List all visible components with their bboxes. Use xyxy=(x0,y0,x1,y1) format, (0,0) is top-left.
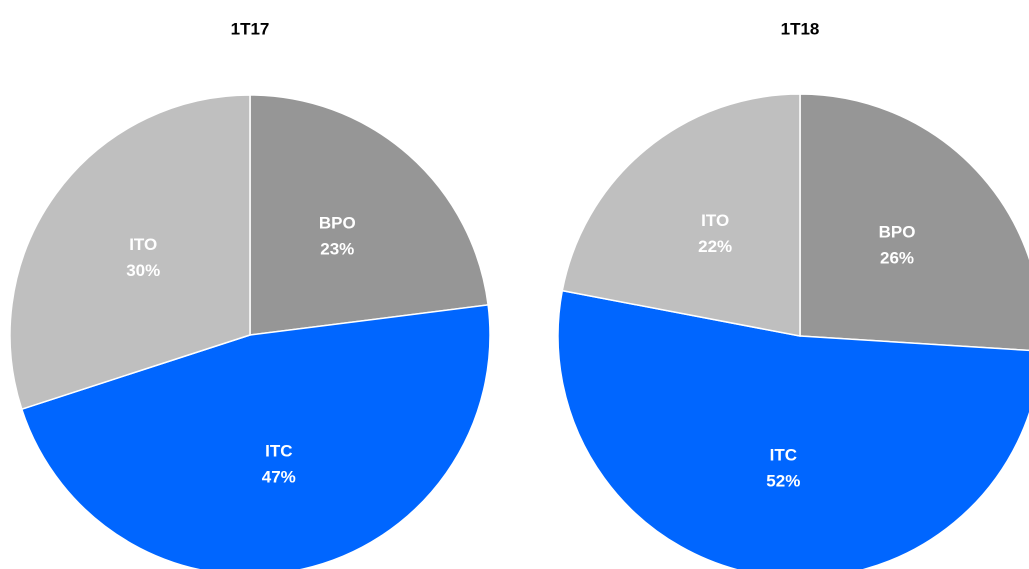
slice-value-label: 30% xyxy=(126,261,160,280)
slice-value-label: 23% xyxy=(320,239,354,258)
pie-slice xyxy=(20,304,491,569)
slice-value-label: 22% xyxy=(698,237,732,256)
pie-slice xyxy=(799,93,1029,352)
slice-label: BPO xyxy=(879,222,916,241)
pie-slice xyxy=(561,93,801,337)
slice-label: BPO xyxy=(319,213,356,232)
slice-value-label: 52% xyxy=(766,472,800,491)
slice-label: ITC xyxy=(770,446,797,465)
slice-value-label: 47% xyxy=(262,467,296,486)
slice-label: ITO xyxy=(701,211,729,230)
pie-slice xyxy=(9,94,251,411)
chart-title: 1T17 xyxy=(231,19,270,38)
slice-value-label: 26% xyxy=(880,248,914,267)
chart-title: 1T18 xyxy=(781,19,820,38)
slice-label: ITO xyxy=(129,235,157,254)
pie-slice xyxy=(557,289,1029,569)
slice-label: ITC xyxy=(265,441,292,460)
pie-slice xyxy=(249,94,489,336)
